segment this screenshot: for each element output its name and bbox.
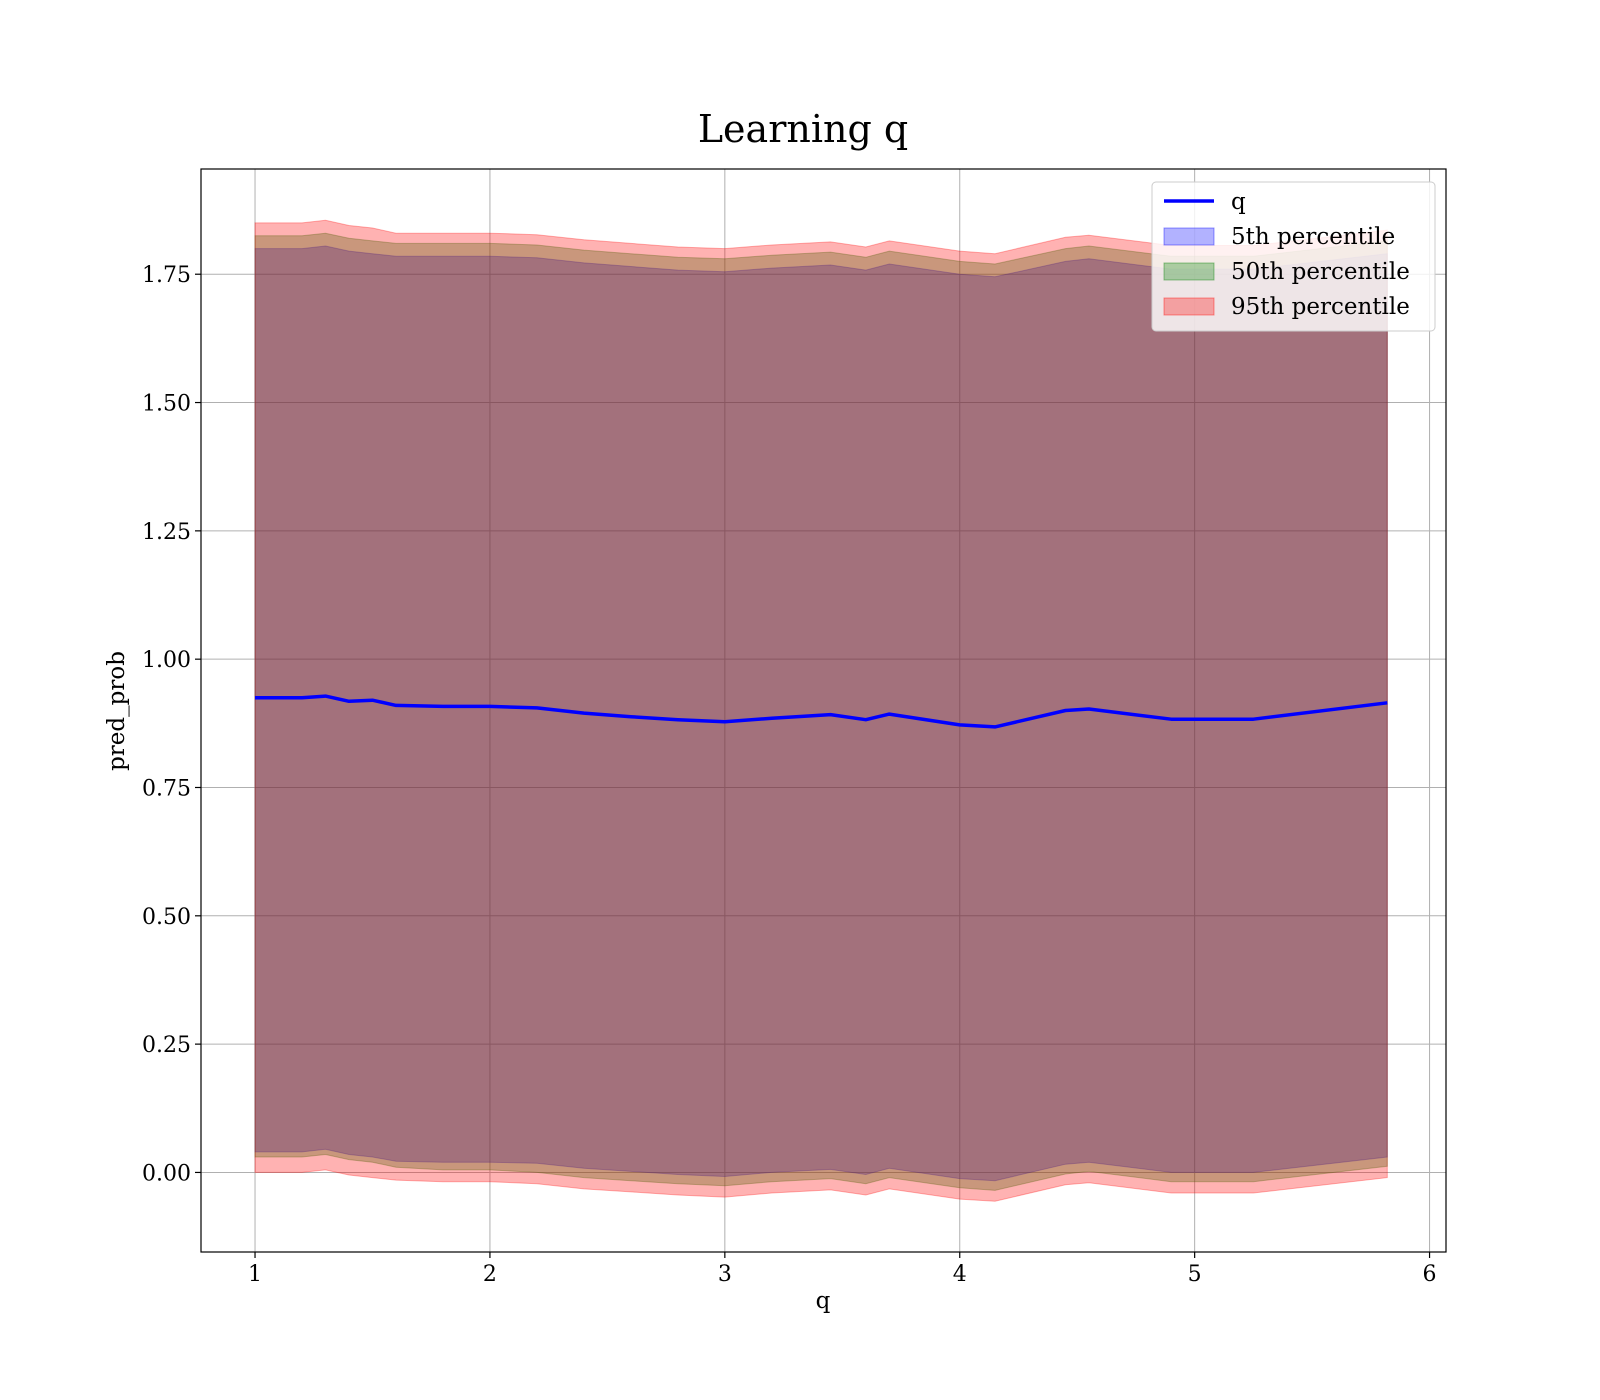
legend-entry-label: 50th percentile: [1231, 259, 1410, 285]
legend-entry-label: 5th percentile: [1231, 224, 1395, 250]
series-line-q: [255, 694, 1388, 729]
chart-title: Learning q: [698, 107, 908, 151]
band-50th-percentile: [254, 232, 1388, 1191]
y-tick-label: 0.00: [142, 1161, 191, 1186]
x-tick-label: 3: [718, 1262, 732, 1287]
legend-entry-label: q: [1231, 189, 1246, 215]
y-axis-label: pred_prob: [104, 651, 130, 771]
y-tick-label: 0.75: [142, 776, 191, 801]
y-tick-label: 1.25: [142, 520, 191, 545]
legend-swatch-patch: [1163, 262, 1215, 281]
band-5th-percentile: [254, 245, 1388, 1182]
x-tick-label: 5: [1188, 1262, 1202, 1287]
x-tick-label: 4: [953, 1262, 967, 1287]
x-tick-label: 1: [248, 1262, 262, 1287]
y-tick-label: 0.25: [142, 1033, 191, 1058]
y-tick-label: 1.75: [142, 263, 191, 288]
percentile-bands: [254, 219, 1388, 1202]
y-tick-label: 1.00: [142, 648, 191, 673]
q-line-layer: [255, 694, 1388, 729]
legend-box: [1151, 181, 1436, 332]
x-axis-label: q: [816, 1288, 831, 1314]
y-tick-label: 0.50: [142, 905, 191, 930]
plot-frame: [200, 168, 1447, 1253]
legend-entry-label: 95th percentile: [1231, 294, 1410, 320]
band-95th-percentile: [254, 219, 1388, 1202]
legend: q 5th percentile 50th percentile 95th perce…: [1151, 181, 1436, 332]
legend-swatch-patch: [1163, 227, 1215, 246]
legend-swatch-patch: [1163, 297, 1215, 316]
x-tick-label: 6: [1423, 1262, 1437, 1287]
x-tick-label: 2: [483, 1262, 497, 1287]
ticks: 1 2 3 4 5 6 0.00 0.25 0.50 0.75 1.00 1.25 1.50 1.75: [142, 263, 1437, 1287]
y-tick-label: 1.50: [142, 392, 191, 417]
